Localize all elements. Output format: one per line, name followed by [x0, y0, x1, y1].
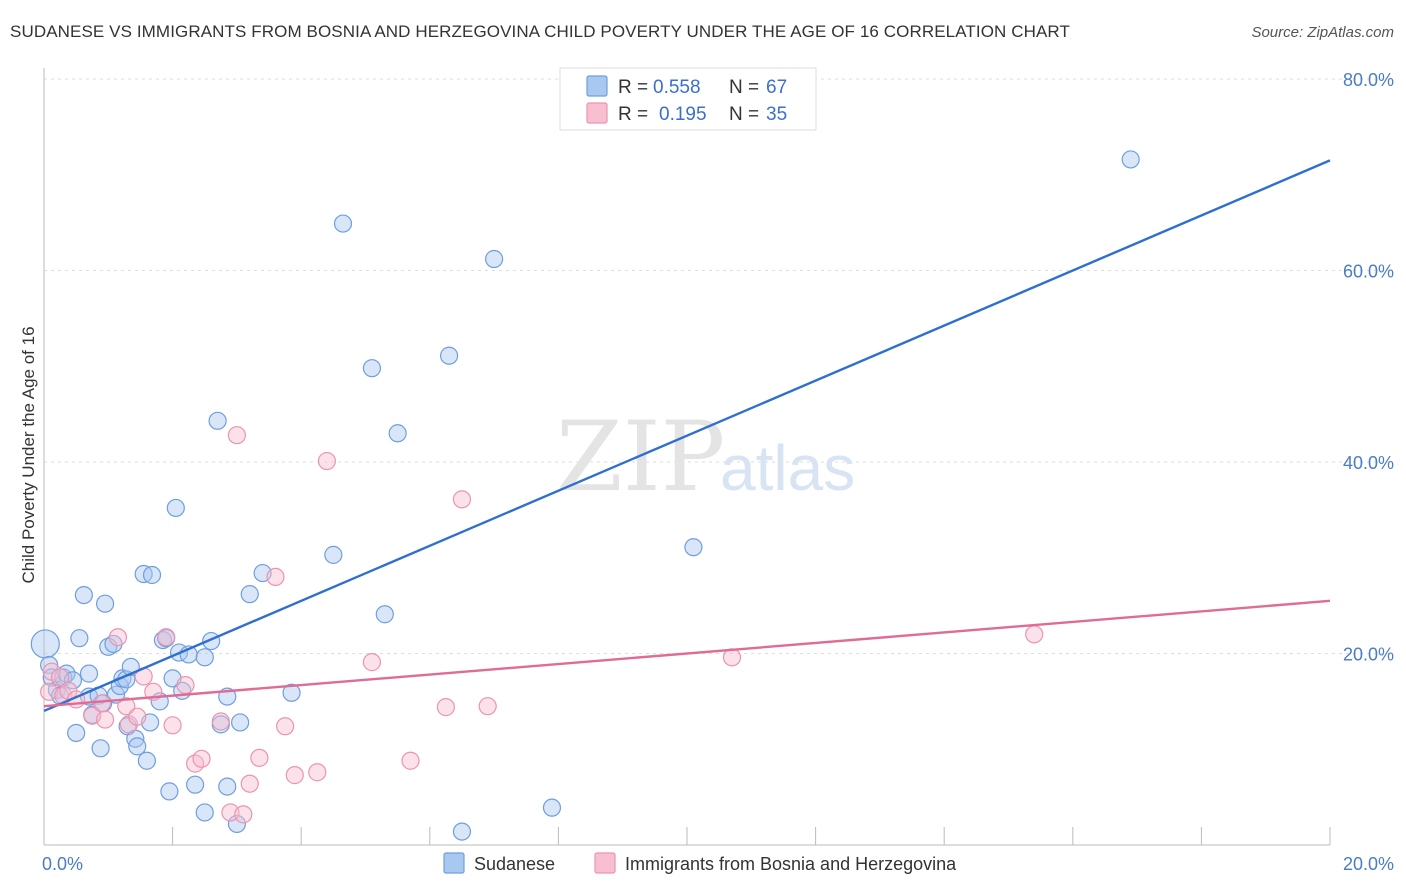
sudanese-point	[95, 594, 115, 613]
sudanese-point	[485, 249, 504, 269]
bosnia-point	[95, 710, 115, 729]
sudanese-point	[333, 214, 353, 233]
sudanese-point	[74, 585, 93, 605]
sudanese-point	[1121, 150, 1140, 169]
bosnia-points	[40, 426, 1044, 824]
watermark-atlas: atlas	[720, 432, 855, 504]
bosnia-point	[240, 774, 259, 793]
sudanese-point	[227, 814, 246, 834]
bosnia-point	[250, 748, 269, 767]
sudanese-point	[324, 545, 343, 564]
y-tick-label: 40.0%	[1343, 453, 1394, 473]
sudanese-point	[231, 713, 250, 732]
grid-lines	[44, 78, 1392, 654]
sudanese-point	[128, 737, 147, 756]
sudanese-point	[160, 782, 179, 801]
sudanese-trend-line	[43, 159, 1331, 713]
x-tick-label-max: 20.0%	[1343, 854, 1394, 874]
chart-title: SUDANESE VS IMMIGRANTS FROM BOSNIA AND H…	[10, 22, 1070, 41]
sudanese-point	[282, 683, 301, 702]
watermark: ZIP atlas	[556, 401, 855, 513]
bosnia-point	[401, 751, 420, 770]
bosnia-point	[157, 628, 176, 647]
sudanese-point	[166, 498, 185, 518]
bosnia-point	[176, 675, 195, 695]
sudanese-point	[153, 630, 173, 650]
legend-swatch-bosnia	[586, 102, 608, 124]
bosnia-point	[478, 697, 497, 716]
y-axis-tick-labels: 20.0% 40.0% 60.0% 80.0%	[1343, 70, 1394, 665]
bosnia-point	[308, 763, 327, 782]
bosnia-point	[266, 567, 285, 587]
bosnia-point	[92, 694, 111, 713]
bosnia-point	[227, 426, 246, 445]
series-label-bosnia: Immigrants from Bosnia and Herzegovina	[625, 854, 957, 874]
legend-n-label: N =	[729, 77, 759, 98]
sudanese-point	[70, 629, 89, 648]
series-swatch-bosnia	[594, 852, 616, 874]
sudanese-point	[91, 739, 110, 758]
legend-r-label: R =	[618, 77, 648, 98]
legend-r-value-bosnia: 0.195	[659, 104, 707, 125]
sudanese-point	[240, 585, 259, 604]
watermark-zip: ZIP	[556, 401, 725, 513]
sudanese-point	[684, 538, 703, 557]
sudanese-point	[208, 411, 227, 430]
sudanese-point	[137, 751, 156, 770]
source-label: Source: ZipAtlas.com	[1251, 24, 1394, 41]
series-legend: Sudanese Immigrants from Bosnia and Herz…	[443, 852, 957, 874]
x-tick-label-min: 0.0%	[42, 854, 83, 874]
sudanese-point	[186, 775, 205, 794]
sudanese-point	[195, 648, 214, 667]
sudanese-point	[67, 723, 86, 743]
legend-n-value-bosnia: 35	[766, 104, 787, 125]
bosnia-point	[362, 653, 382, 672]
y-tick-label: 80.0%	[1343, 70, 1394, 90]
bosnia-point	[192, 749, 211, 768]
legend-n-label: N =	[729, 104, 759, 125]
sudanese-point	[439, 346, 459, 365]
sudanese-point	[362, 359, 382, 378]
bosnia-point	[317, 451, 337, 471]
bosnia-point	[50, 668, 70, 687]
sudanese-point	[542, 798, 562, 817]
bosnia-point	[436, 698, 455, 717]
bosnia-point	[117, 697, 136, 716]
legend-n-value-sudanese: 67	[766, 77, 787, 98]
sudanese-point	[218, 777, 237, 796]
trend-lines	[43, 159, 1331, 713]
x-axis-tick-labels: 0.0% 20.0%	[42, 854, 1394, 874]
sudanese-point	[30, 629, 60, 659]
bosnia-point	[108, 628, 128, 647]
bosnia-point	[452, 490, 472, 509]
bosnia-trend-line	[43, 599, 1331, 708]
legend-r-label: R =	[618, 104, 648, 125]
x-axis-ticks	[43, 827, 1331, 845]
sudanese-point	[375, 605, 394, 624]
bosnia-point	[40, 682, 59, 701]
bosnia-point	[128, 707, 147, 726]
sudanese-point	[452, 822, 472, 841]
legend-r-value-sudanese: 0.558	[653, 77, 701, 98]
series-label-sudanese: Sudanese	[474, 854, 555, 874]
sudanese-point	[99, 637, 118, 656]
sudanese-point	[79, 664, 99, 683]
bosnia-point	[211, 712, 230, 731]
bosnia-point	[285, 766, 304, 785]
y-tick-label: 60.0%	[1343, 262, 1394, 282]
bosnia-point	[276, 717, 295, 736]
sudanese-point	[195, 803, 214, 822]
bosnia-point	[234, 805, 253, 824]
legend-swatch-sudanese	[586, 75, 608, 97]
legend: R = 0.558 N = 67 R = 0.195 N = 35	[559, 67, 817, 131]
series-swatch-sudanese	[443, 852, 465, 874]
sudanese-point	[142, 565, 162, 585]
y-axis-label: Child Poverty Under the Age of 16	[19, 326, 38, 583]
y-tick-label: 20.0%	[1343, 645, 1394, 665]
sudanese-point	[388, 424, 407, 443]
bosnia-point	[163, 716, 182, 735]
bosnia-point	[1025, 625, 1044, 644]
